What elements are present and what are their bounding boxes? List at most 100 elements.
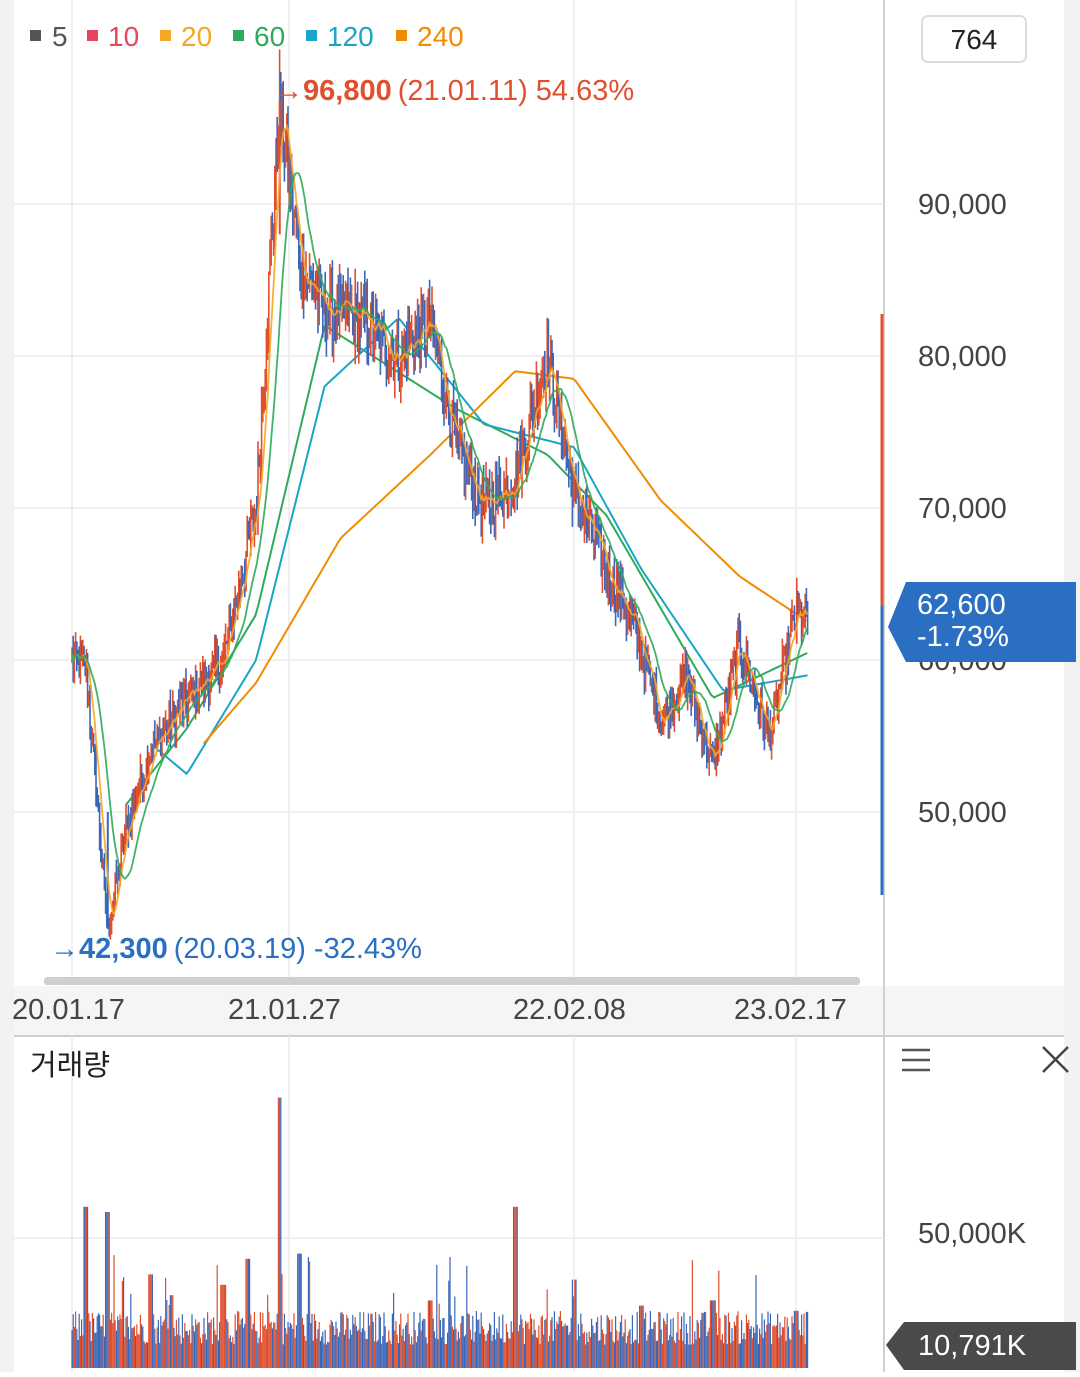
volume-bar <box>269 1323 271 1368</box>
volume-bar <box>613 1342 615 1368</box>
volume-bar <box>604 1344 606 1368</box>
volume-bar <box>109 1319 111 1368</box>
volume-bar <box>156 1327 158 1368</box>
volume-bar <box>781 1326 783 1368</box>
volume-bar <box>709 1300 711 1368</box>
volume-bar <box>771 1344 773 1368</box>
volume-bar <box>486 1333 488 1368</box>
volume-bar <box>215 1334 217 1368</box>
volume-bar <box>510 1321 512 1368</box>
scroll-bar[interactable] <box>44 977 860 985</box>
volume-bar <box>430 1300 432 1368</box>
volume-bar <box>736 1315 738 1368</box>
volume-bar <box>585 1344 587 1368</box>
volume-bar <box>733 1321 735 1368</box>
volume-bar <box>742 1339 744 1368</box>
volume-bar <box>353 1324 355 1368</box>
volume-bar <box>684 1344 686 1368</box>
volume-bar <box>280 1097 282 1368</box>
volume-bar <box>766 1324 768 1368</box>
volume-bar <box>403 1341 405 1368</box>
volume-bar <box>335 1321 337 1368</box>
volume-bar <box>108 1212 110 1368</box>
volume-bar <box>264 1324 266 1368</box>
close-icon[interactable] <box>1042 1046 1069 1073</box>
volume-bar <box>669 1335 671 1368</box>
volume-bar <box>342 1314 344 1368</box>
volume-bar <box>715 1312 717 1368</box>
volume-bar <box>244 1323 246 1368</box>
volume-bar <box>81 1319 83 1368</box>
min-price-value: 42,300 <box>79 933 168 965</box>
volume-bar <box>192 1325 194 1368</box>
volume-bar <box>328 1342 330 1368</box>
volume-bar <box>719 1317 721 1368</box>
volume-bar <box>775 1325 777 1368</box>
volume-bar <box>261 1342 263 1368</box>
menu-icon[interactable] <box>902 1048 930 1072</box>
volume-bar <box>593 1333 595 1368</box>
volume-bar <box>700 1319 702 1368</box>
volume-bar <box>227 1322 229 1368</box>
volume-bar <box>214 1330 216 1368</box>
volume-bar <box>497 1332 499 1368</box>
volume-bar <box>217 1340 219 1368</box>
volume-bar <box>89 1321 91 1368</box>
max-arrow-icon: → <box>274 75 303 107</box>
max-price-value: 96,800 <box>303 75 392 107</box>
volume-bar <box>791 1316 793 1368</box>
volume-bar <box>96 1316 98 1368</box>
volume-bar <box>130 1293 132 1368</box>
volume-bar <box>201 1343 203 1368</box>
volume-bar <box>138 1334 140 1368</box>
volume-bar <box>445 1344 447 1368</box>
volume-bar <box>749 1328 751 1368</box>
volume-bar <box>202 1334 204 1368</box>
volume-bar <box>327 1341 329 1368</box>
volume-bar <box>391 1313 393 1368</box>
volume-bar <box>467 1313 469 1368</box>
volume-bar <box>292 1328 294 1368</box>
legend-swatch-5 <box>30 30 41 41</box>
volume-bar <box>125 1317 127 1368</box>
volume-bar <box>147 1342 149 1368</box>
legend-ma-240: 240 <box>417 21 464 52</box>
volume-bar <box>413 1311 415 1368</box>
volume-bar <box>737 1311 739 1368</box>
volume-bar <box>599 1340 601 1368</box>
volume-bar <box>259 1312 261 1368</box>
volume-bar <box>189 1329 191 1368</box>
volume-bar <box>143 1341 145 1368</box>
volume-bar <box>761 1313 763 1368</box>
volume-bar <box>598 1340 600 1368</box>
volume-bar <box>619 1321 621 1368</box>
volume-bar <box>273 1322 275 1368</box>
volume-bar <box>388 1330 390 1368</box>
volume-bar <box>703 1311 705 1368</box>
volume-bar <box>226 1319 228 1368</box>
volume-bar <box>580 1313 582 1368</box>
volume-bar <box>285 1328 287 1368</box>
volume-bar <box>127 1326 129 1368</box>
volume-bar <box>748 1320 750 1368</box>
volume-bar <box>369 1325 371 1368</box>
period-control-box[interactable] <box>921 15 1027 63</box>
volume-bar <box>519 1324 521 1368</box>
volume-bar <box>346 1314 348 1368</box>
volume-bar <box>474 1331 476 1368</box>
volume-bar <box>258 1337 260 1368</box>
volume-bar <box>683 1312 685 1368</box>
current-volume-badge <box>886 1322 1076 1370</box>
volume-bar <box>381 1343 383 1368</box>
volume-bar <box>345 1329 347 1368</box>
volume-bar <box>767 1311 769 1368</box>
volume-bar <box>485 1340 487 1368</box>
volume-bar <box>659 1312 661 1368</box>
volume-bar <box>487 1330 489 1368</box>
volume-bar <box>577 1324 579 1368</box>
volume-bar <box>589 1336 591 1368</box>
volume-bar <box>563 1325 565 1368</box>
volume-bar <box>190 1343 192 1368</box>
volume-bar <box>689 1316 691 1368</box>
